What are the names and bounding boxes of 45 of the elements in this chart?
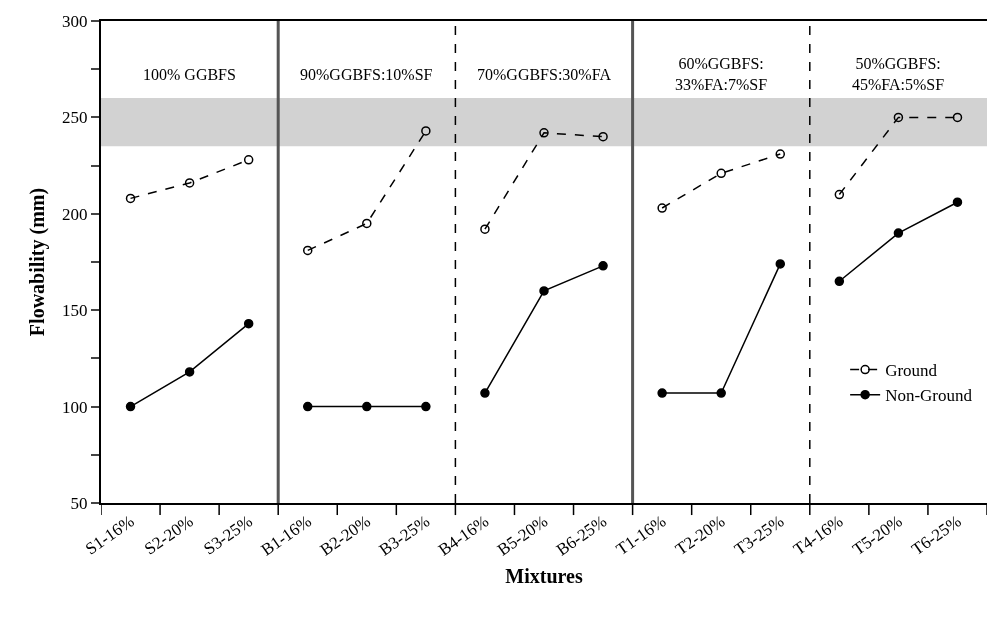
y-tick-label: 100 — [62, 397, 88, 417]
annotation: 60%GGBFS: 33%FA:7%SF — [675, 55, 768, 93]
legend-label: Ground — [885, 361, 938, 381]
point — [598, 131, 608, 142]
y-tick-label: 300 — [62, 11, 88, 31]
point — [421, 126, 431, 136]
point — [302, 245, 313, 256]
point — [893, 228, 904, 238]
point — [598, 261, 608, 271]
y-tick-label: 200 — [62, 204, 88, 224]
point — [539, 286, 549, 296]
point — [539, 128, 549, 138]
point — [952, 197, 963, 207]
point — [125, 193, 136, 204]
point — [775, 259, 786, 269]
point — [716, 388, 726, 398]
point — [952, 112, 963, 123]
x-axis-title: Mixtures — [505, 564, 583, 587]
point — [480, 224, 490, 234]
y-tick-label: 50 — [70, 493, 88, 513]
point — [480, 388, 490, 398]
annotation: 100% GGBFS — [143, 66, 236, 83]
point — [362, 218, 372, 229]
annotation: 90%GGBFS:10%SF — [300, 66, 433, 83]
point — [834, 189, 845, 200]
legend-label: Non-Ground — [885, 386, 973, 406]
y-tick-label: 250 — [62, 108, 88, 128]
point — [125, 401, 136, 412]
point — [302, 401, 313, 412]
point — [657, 203, 667, 213]
point — [834, 276, 845, 287]
y-axis-title: Flowability (mm) — [26, 187, 50, 337]
annotation: 70%GGBFS:30%FA — [477, 66, 612, 83]
point — [243, 155, 254, 165]
point — [421, 401, 431, 412]
point — [243, 318, 254, 329]
y-tick-label: 150 — [62, 301, 88, 321]
point — [893, 112, 904, 123]
point — [184, 367, 195, 377]
annotation: 50%GGBFS: 45%FA:5%SF — [852, 55, 945, 93]
point — [362, 401, 372, 412]
point — [657, 388, 667, 398]
point — [716, 168, 726, 179]
point — [184, 178, 195, 188]
point — [775, 149, 786, 159]
